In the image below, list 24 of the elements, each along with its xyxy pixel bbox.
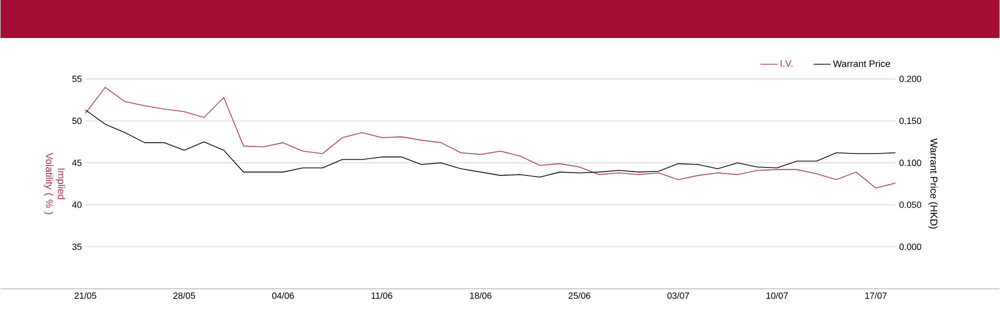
y-tick-label: 35 <box>72 244 82 250</box>
y2-axis-title: Warrant Price (HKD) <box>928 138 938 229</box>
y-tick-label: 45 <box>72 160 82 166</box>
y2-tick-label: 0.000 <box>899 244 922 250</box>
y2-tick-label: 0.050 <box>899 202 922 208</box>
x-tick-label: 25/06 <box>568 292 590 299</box>
y-tick-label: 55 <box>72 76 82 82</box>
x-tick-label: 11/06 <box>372 292 392 299</box>
x-tick-label: 04/06 <box>272 292 294 299</box>
x-tick-label: 17/07 <box>865 292 887 299</box>
y-axis-title: Implied Volatility ( % ) <box>44 153 66 214</box>
x-tick-label: 10/07 <box>766 292 788 299</box>
legend-label: Warrant Price <box>833 60 890 68</box>
x-tick-label: 21/05 <box>74 292 96 299</box>
x-tick-label: 18/06 <box>470 292 492 299</box>
y-tick-label: 40 <box>72 202 82 208</box>
y2-tick-label: 0.100 <box>899 160 922 166</box>
y2-tick-label: 0.150 <box>899 118 922 124</box>
y-tick-label: 50 <box>72 118 82 124</box>
line-series <box>85 87 896 189</box>
x-tick-label: 03/07 <box>667 292 689 299</box>
legend-label: I.V. <box>780 60 792 67</box>
y2-tick-label: 0.200 <box>899 76 922 82</box>
x-tick-label: 28/05 <box>173 292 196 299</box>
